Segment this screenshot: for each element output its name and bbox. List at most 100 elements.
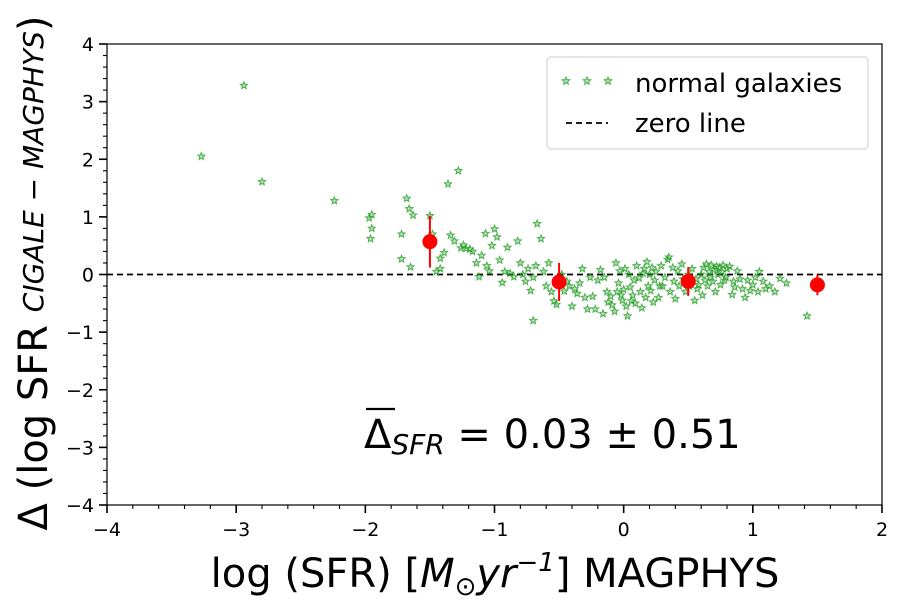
x-tick-label: −1 xyxy=(480,519,508,541)
galaxy-point xyxy=(572,288,583,298)
galaxy-point xyxy=(512,235,523,246)
galaxy-point xyxy=(693,279,704,290)
galaxy-point xyxy=(494,254,505,265)
galaxy-point xyxy=(727,289,738,299)
galaxy-point xyxy=(664,252,674,262)
galaxy-point xyxy=(551,299,562,309)
x-axis-title-unit-exp: −1 xyxy=(517,548,555,578)
galaxy-point xyxy=(720,272,731,282)
legend-galaxy-marker xyxy=(581,75,593,86)
galaxy-point xyxy=(611,257,621,268)
legend-markers xyxy=(560,75,614,86)
legend-galaxy-marker xyxy=(602,75,614,86)
galaxy-point xyxy=(405,261,416,272)
galaxy-point xyxy=(605,291,616,301)
galaxy-point xyxy=(567,301,577,311)
galaxy-point xyxy=(613,278,624,288)
galaxy-point xyxy=(747,279,758,290)
galaxy-point xyxy=(700,275,710,285)
galaxy-point xyxy=(769,286,780,296)
annotation: ΔSFR = 0.03 ± 0.51 xyxy=(364,407,741,461)
galaxy-point xyxy=(651,266,661,276)
galaxy-point xyxy=(647,262,657,272)
y-tick-label: 2 xyxy=(82,149,94,171)
galaxy-point xyxy=(718,260,728,270)
x-axis-title-tail: ] MAGPHYS xyxy=(555,551,780,597)
galaxy-point xyxy=(754,266,765,276)
galaxy-point xyxy=(525,285,536,295)
galaxy-point xyxy=(523,263,533,273)
x-tick-label: −3 xyxy=(222,519,250,541)
galaxy-point xyxy=(569,283,580,294)
galaxy-point xyxy=(618,284,629,294)
galaxy-point xyxy=(702,280,713,291)
galaxy-point xyxy=(622,310,633,321)
galaxy-point xyxy=(609,306,620,316)
galaxy-point xyxy=(643,280,654,291)
galaxy-point xyxy=(724,261,735,271)
galaxy-point xyxy=(737,283,748,294)
galaxy-point xyxy=(484,265,495,276)
galaxy-point xyxy=(623,269,634,279)
galaxy-point xyxy=(625,282,635,292)
galaxy-point xyxy=(740,292,750,302)
x-tick-label: 0 xyxy=(618,519,630,541)
y-tick-label: 0 xyxy=(82,265,94,287)
galaxy-point xyxy=(474,271,484,281)
galaxy-point xyxy=(732,265,743,276)
galaxy-point xyxy=(435,253,446,263)
galaxy-point xyxy=(745,285,756,295)
y-axis-title-main: Δ (log SFR xyxy=(11,312,57,530)
y-axis-title-close: ) xyxy=(11,16,57,32)
galaxy-point xyxy=(480,228,491,238)
galaxy-point xyxy=(396,229,407,239)
galaxy-point xyxy=(467,246,478,256)
galaxy-point xyxy=(696,269,707,279)
galaxy-point xyxy=(590,303,601,314)
galaxy-point xyxy=(520,276,531,286)
galaxy-point xyxy=(585,272,595,282)
y-tick-label: 4 xyxy=(82,34,94,56)
galaxy-point xyxy=(617,295,628,305)
galaxy-point xyxy=(676,259,687,269)
galaxy-point xyxy=(634,272,645,283)
galaxy-point xyxy=(401,193,412,203)
galaxy-point xyxy=(439,247,449,257)
galaxy-point xyxy=(492,231,502,242)
y-axis-title-sub: CIGALE − MAGPHYS xyxy=(17,31,50,312)
galaxy-point xyxy=(644,269,655,279)
y-tick-label: −3 xyxy=(66,437,94,459)
galaxy-point xyxy=(592,275,603,285)
x-axis-title: log (SFR) [M⊙yr−1] MAGPHYS xyxy=(211,548,780,602)
annotation-value: = 0.03 ± 0.51 xyxy=(445,412,741,458)
galaxy-point xyxy=(629,275,639,285)
galaxy-point xyxy=(577,263,588,273)
legend: normal galaxies zero line xyxy=(546,56,869,150)
galaxy-point xyxy=(649,275,660,285)
galaxy-point xyxy=(518,269,528,279)
galaxy-point xyxy=(449,235,460,246)
galaxy-point xyxy=(614,265,625,276)
galaxy-point xyxy=(587,291,598,301)
galaxy-point xyxy=(716,266,727,276)
galaxy-point xyxy=(660,272,670,282)
galaxy-point xyxy=(559,286,570,296)
galaxy-point xyxy=(620,263,630,273)
galaxy-point xyxy=(509,271,519,281)
galaxy-point xyxy=(541,280,552,291)
galaxy-point xyxy=(329,195,340,205)
y-tick-label: −1 xyxy=(66,322,94,344)
galaxy-point xyxy=(665,286,676,296)
galaxy-point xyxy=(445,230,456,240)
galaxy-point xyxy=(753,286,763,296)
galaxy-point xyxy=(543,257,554,268)
galaxy-point xyxy=(621,301,632,311)
galaxy-point xyxy=(728,276,739,286)
x-axis-title-unit-m: M xyxy=(420,551,455,597)
galaxy-point xyxy=(607,299,617,310)
galaxy-point xyxy=(667,262,678,272)
galaxy-point xyxy=(701,259,712,269)
x-axis-title-main: log (SFR) [ xyxy=(211,551,420,597)
galaxy-point xyxy=(497,277,508,287)
galaxy-point xyxy=(707,276,718,286)
